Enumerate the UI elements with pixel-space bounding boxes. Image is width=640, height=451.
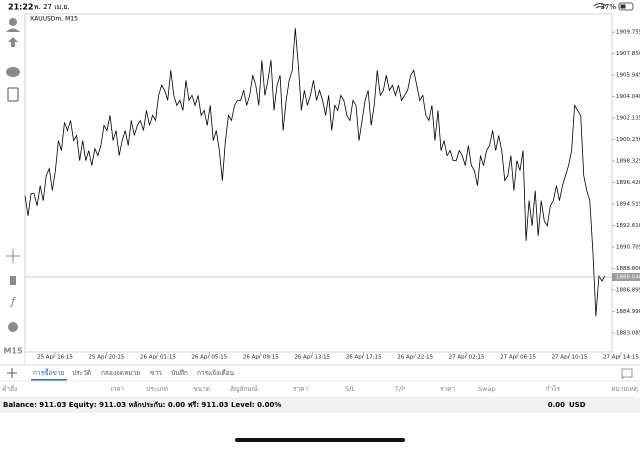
y-tick-label: 1898.325 xyxy=(616,159,640,165)
trade-icon[interactable] xyxy=(8,37,18,47)
y-tick-label: 1884.990 xyxy=(616,309,640,315)
y-tick-label: 1905.945 xyxy=(616,73,640,79)
y-tick-label: 1894.515 xyxy=(616,201,640,207)
balance-row xyxy=(0,397,640,413)
y-tick-label: 1896.420 xyxy=(616,180,640,186)
y-tick-label: 1909.755 xyxy=(616,30,640,36)
status-battery: 37% xyxy=(600,3,616,11)
tab[interactable]: การแจ้งเตือน xyxy=(197,369,235,377)
y-tick-label: 1907.850 xyxy=(616,51,640,57)
x-tick-label: 27 Apr 06:15 xyxy=(500,355,536,361)
y-tick-label: 1890.705 xyxy=(616,244,640,250)
x-tick-label: 26 Apr 13:15 xyxy=(294,355,330,361)
wifi-icon xyxy=(593,3,607,9)
x-tick-label: 27 Apr 14:15 xyxy=(603,355,639,361)
y-tick-label: 1904.040 xyxy=(616,94,640,100)
terminal-menu-icon[interactable] xyxy=(621,368,633,380)
column-title: สัญลักษณ์ xyxy=(230,385,258,393)
tab[interactable]: การซื้อขาย xyxy=(33,368,64,377)
status-time: 21:22 xyxy=(8,3,33,12)
column-title: ราคา xyxy=(293,385,308,393)
status-date: พ. 27 เม.ย. xyxy=(34,3,70,11)
column-title: กำไร xyxy=(546,385,561,393)
x-tick-label: 26 Apr 17:15 xyxy=(346,355,382,361)
current-price-label: 1888.040 xyxy=(616,275,640,281)
y-tick-label: 1902.135 xyxy=(616,116,640,122)
y-tick-label: 1886.895 xyxy=(616,287,640,293)
active-tab-underline xyxy=(31,379,67,381)
chat-icon[interactable] xyxy=(6,67,20,77)
current-price-tag xyxy=(612,273,640,282)
balance-text: Balance: 911.03 Equity: 911.03 หลักประกั… xyxy=(3,401,281,409)
candles-icon[interactable] xyxy=(10,276,16,285)
y-tick-label: 1883.085 xyxy=(616,330,640,336)
currency: USD xyxy=(569,401,586,409)
new-order-button[interactable] xyxy=(7,368,17,378)
account-icon-body xyxy=(6,28,20,32)
timeframe[interactable]: M15 xyxy=(3,347,23,356)
y-tick-label: 1888.800 xyxy=(616,266,640,272)
battery-level xyxy=(620,4,626,9)
x-tick-label: 26 Apr 22:15 xyxy=(397,355,433,361)
chart: 1909.755 1907.850 1905.945 1904.040 1902.135… xyxy=(24,28,640,361)
account-icon[interactable] xyxy=(9,18,17,26)
x-tick-label: 26 Apr 05:15 xyxy=(191,355,227,361)
column-title: หมายเหตุ xyxy=(611,385,638,393)
plot-frame xyxy=(24,13,613,353)
column-title: ประเภท xyxy=(146,385,168,393)
indicator-icon[interactable]: ƒ xyxy=(9,295,17,308)
column-title: S/L xyxy=(345,385,355,393)
x-tick-label: 26 Apr 01:15 xyxy=(140,355,176,361)
column-header: คำสั่ง เวลา ประเภท ขนาด สัญลักษณ์ ราคา S/L T/P ร… xyxy=(2,384,638,393)
x-tick-label: 27 Apr 10:15 xyxy=(552,355,588,361)
tab[interactable]: กล่องจดหมาย xyxy=(101,369,140,377)
x-tick-label: 27 Apr 02:15 xyxy=(449,355,485,361)
x-tick-label: 26 Apr 09:15 xyxy=(243,355,279,361)
column-title: T/P xyxy=(394,385,405,393)
column-title: เวลา xyxy=(110,385,124,393)
objects-icon[interactable] xyxy=(8,322,18,332)
price-line xyxy=(24,28,606,317)
chart-title: XAUUSDm, M15 xyxy=(30,16,78,23)
crosshair-icon[interactable] xyxy=(6,249,20,263)
battery-icon xyxy=(618,2,634,11)
column-title: คำสั่ง xyxy=(2,384,17,393)
column-title: ราคา xyxy=(440,385,455,393)
column-title: ขนาด xyxy=(193,385,210,393)
y-tick-label: 1892.610 xyxy=(616,223,640,229)
tab[interactable]: ข่าว xyxy=(150,369,162,377)
x-tick-label: 25 Apr 16:15 xyxy=(37,355,73,361)
y-tick-label: 1900.230 xyxy=(616,137,640,143)
tab[interactable]: ประวัติ xyxy=(72,369,91,377)
x-tick-label: 25 Apr 20:15 xyxy=(89,355,125,361)
tab[interactable]: บันทึก xyxy=(171,369,188,377)
tab-bar: การซื้อขาย ประวัติ กล่องจดหมาย ข่าว บันทึก กา… xyxy=(31,368,235,381)
home-indicator xyxy=(235,438,405,442)
document-icon[interactable] xyxy=(7,87,19,102)
profit-total: 0.00 xyxy=(548,401,565,409)
column-title: Swap xyxy=(478,385,496,393)
